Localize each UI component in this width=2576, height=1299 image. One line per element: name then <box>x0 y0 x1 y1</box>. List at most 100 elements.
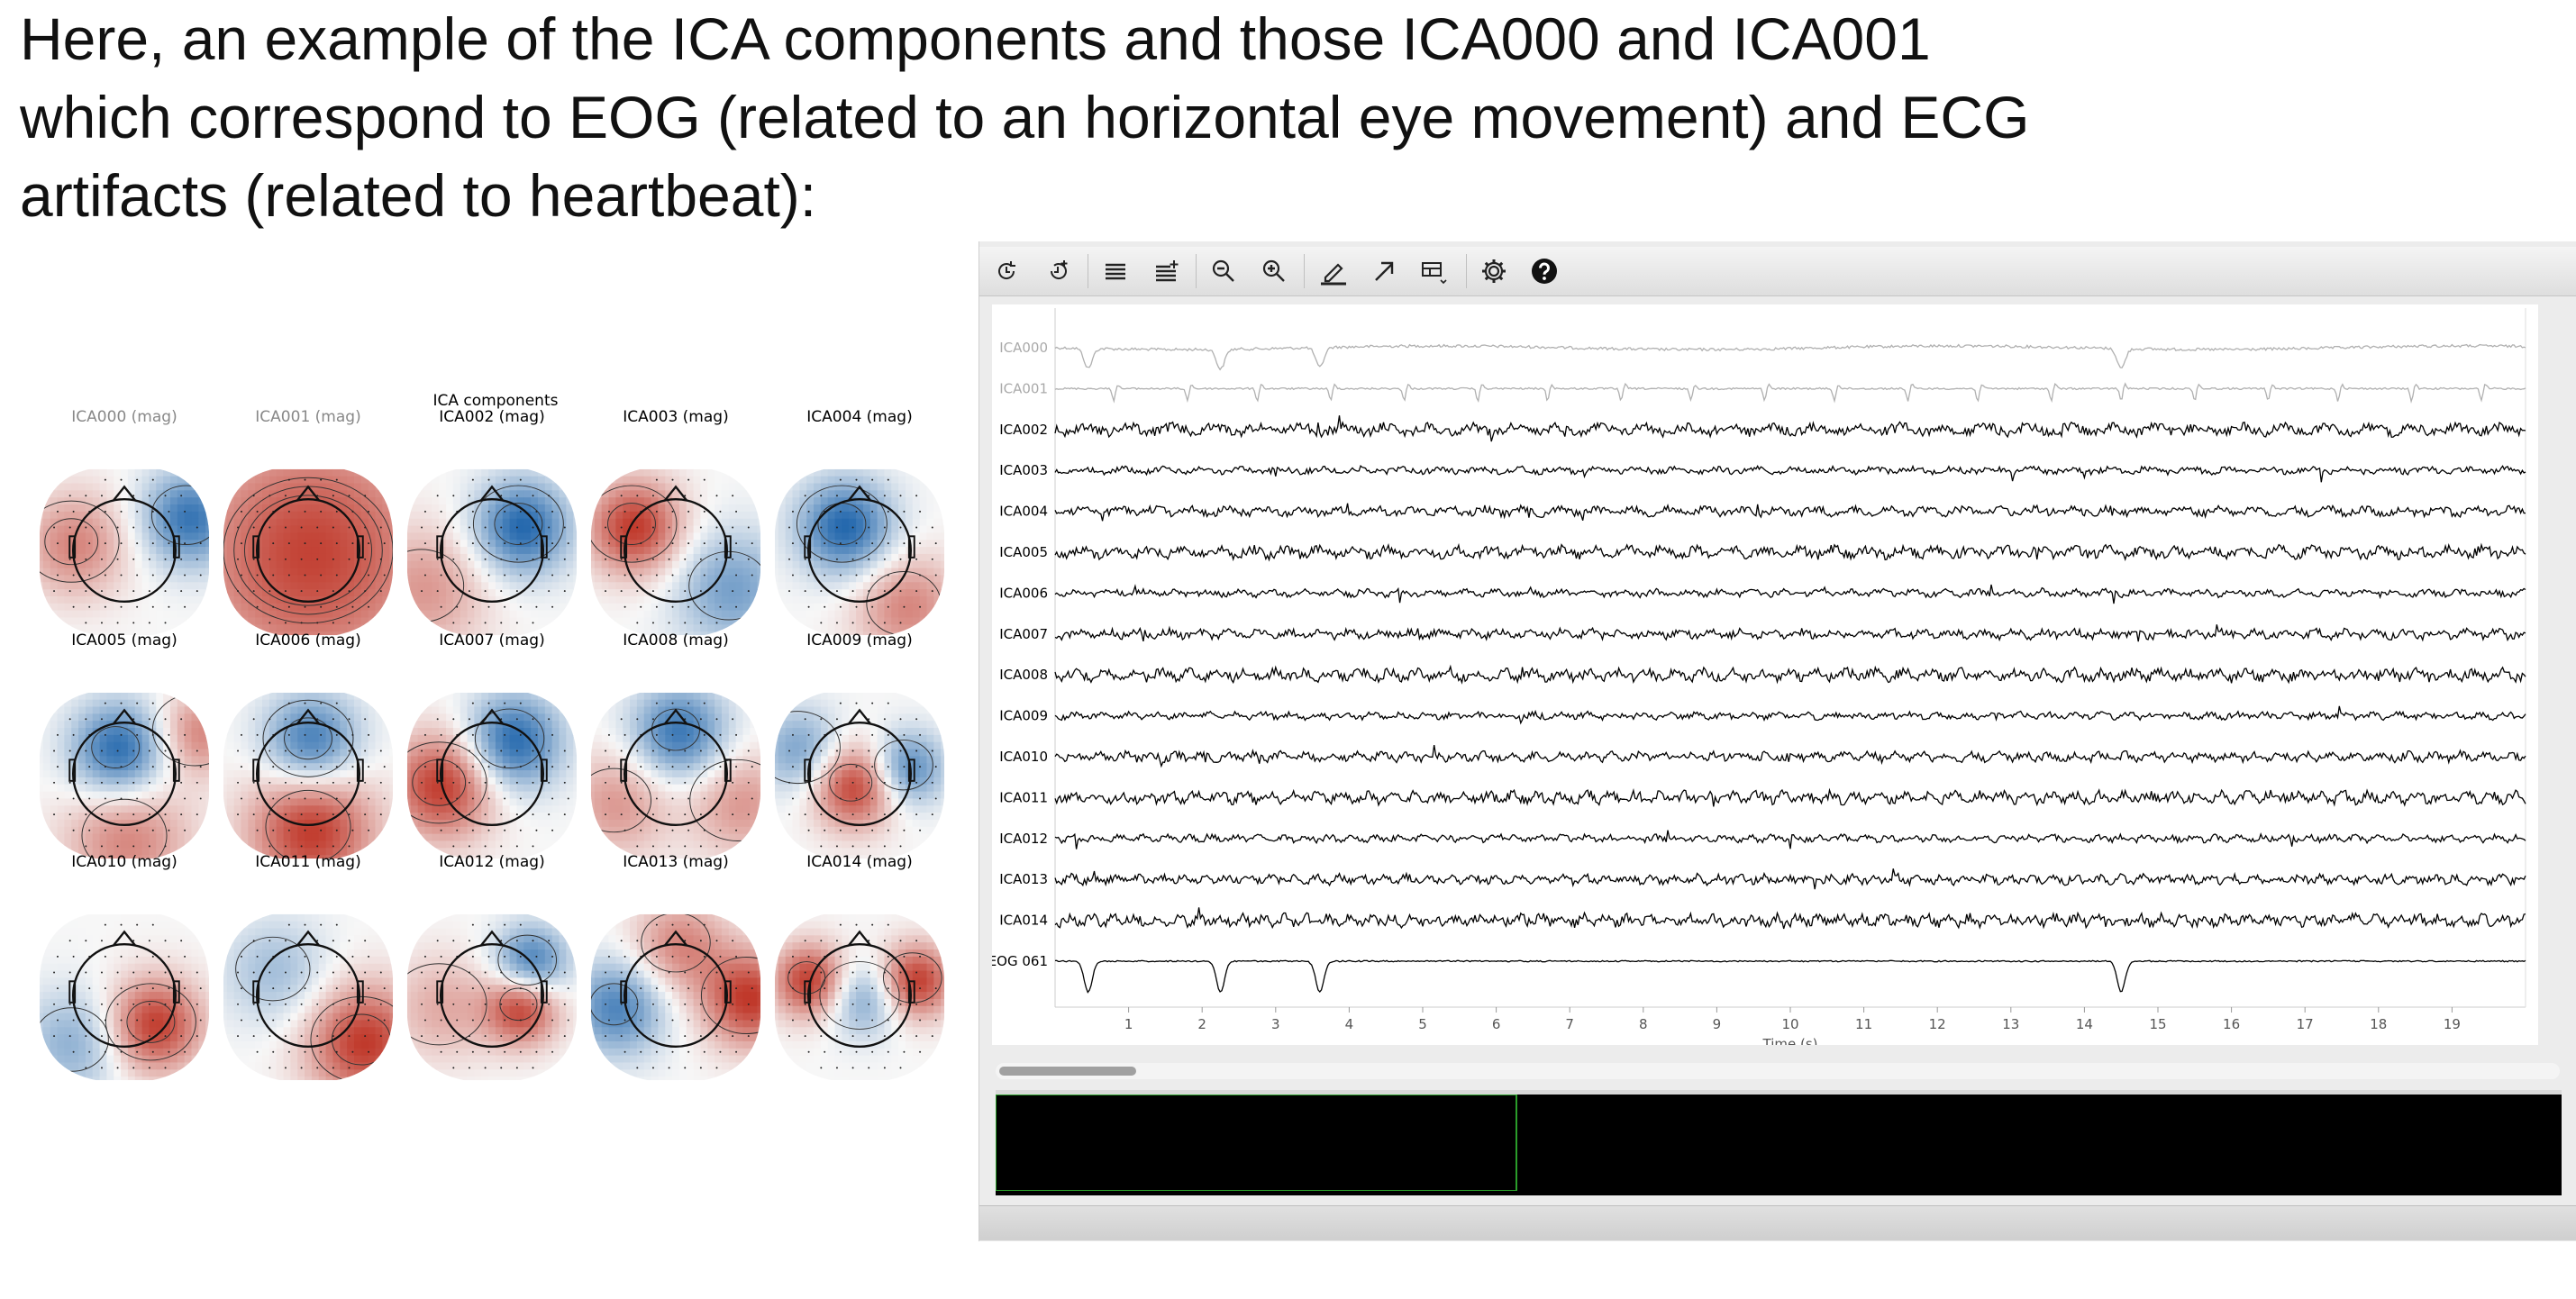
channel-label[interactable]: ICA003 <box>999 462 1048 478</box>
x-tick-label: 2 <box>1197 1016 1206 1032</box>
channel-label[interactable]: ICA013 <box>999 871 1048 887</box>
topomap[interactable] <box>771 907 948 1084</box>
topomap[interactable] <box>36 907 213 1084</box>
channel-label[interactable]: EOG 061 <box>988 953 1048 969</box>
channel-trace[interactable] <box>1054 787 2526 807</box>
channel-label[interactable]: ICA011 <box>999 789 1048 805</box>
zoom-out-icon <box>1212 259 1234 282</box>
topomap[interactable] <box>404 907 580 1084</box>
trace-svg[interactable]: ICA000 ICA001 ICA002 ICA003 ICA004 ICA005 ICA0… <box>988 304 2538 1052</box>
channel-trace[interactable] <box>1054 542 2526 562</box>
topomap-label[interactable]: ICA010 (mag) <box>71 853 177 871</box>
channel-label[interactable]: ICA004 <box>999 504 1048 520</box>
topomap-label[interactable]: ICA007 (mag) <box>439 631 545 650</box>
channel-trace[interactable] <box>1054 584 2526 604</box>
channel-label[interactable]: ICA008 <box>999 667 1048 683</box>
topomap[interactable] <box>220 686 396 862</box>
topomap[interactable] <box>404 686 580 862</box>
topomap[interactable] <box>771 462 948 639</box>
channel-trace[interactable] <box>1054 624 2526 642</box>
channel-label[interactable]: ICA006 <box>999 585 1048 601</box>
topomap-label[interactable]: ICA005 (mag) <box>71 631 177 650</box>
topomap-label[interactable]: ICA001 (mag) <box>255 408 361 426</box>
x-tick-label: 17 <box>2297 1016 2314 1032</box>
topomap-label[interactable]: ICA002 (mag) <box>439 408 545 426</box>
channel-label[interactable]: ICA014 <box>999 913 1048 929</box>
x-tick-label: 9 <box>1713 1016 1722 1032</box>
layout-menu-button[interactable] <box>1415 253 1453 289</box>
channel-label[interactable]: ICA001 <box>999 380 1048 396</box>
topomap-figure-title: ICA components <box>432 392 559 410</box>
topomap-label[interactable]: ICA004 (mag) <box>806 408 913 426</box>
more-channels-button[interactable] <box>1147 253 1185 289</box>
raw-data-browser: ICA000 ICA001 ICA002 ICA003 ICA004 ICA005 ICA0… <box>979 241 2576 1241</box>
channel-trace[interactable] <box>1054 705 2526 725</box>
topomap[interactable] <box>404 462 580 639</box>
channel-label[interactable]: ICA007 <box>999 626 1048 642</box>
scrollbar-thumb[interactable] <box>999 1067 1136 1076</box>
zoom-in-button[interactable] <box>1255 253 1293 289</box>
channel-trace[interactable] <box>1054 744 2526 768</box>
topomap[interactable] <box>220 462 396 639</box>
intro-line-2: which correspond to EOG (related to an h… <box>20 84 2030 150</box>
x-tick-label: 16 <box>2223 1016 2240 1032</box>
channel-label[interactable]: ICA009 <box>999 708 1048 724</box>
topomap-label[interactable]: ICA012 (mag) <box>439 853 545 871</box>
channel-trace[interactable] <box>1054 868 2526 890</box>
ica-topomap-figure: ICA components ICA000 (mag) ICA001 (mag) I… <box>18 383 973 1086</box>
channel-trace[interactable] <box>1054 664 2526 685</box>
topomap-label[interactable]: ICA006 (mag) <box>255 631 361 650</box>
horizontal-scrollbar[interactable] <box>996 1063 2560 1079</box>
topomap-label[interactable]: ICA009 (mag) <box>806 631 913 650</box>
topomap-label[interactable]: ICA014 (mag) <box>806 853 913 871</box>
channel-label[interactable]: ICA000 <box>999 340 1048 356</box>
x-tick-label: 11 <box>1855 1016 1872 1032</box>
x-tick-label: 1 <box>1124 1016 1133 1032</box>
topomap[interactable] <box>771 686 948 862</box>
channel-trace-plot[interactable]: ICA000 ICA001 ICA002 ICA003 ICA004 ICA005 ICA0… <box>988 304 2538 1052</box>
intro-line-1: Here, an example of the ICA components a… <box>20 5 1931 72</box>
x-tick-label: 18 <box>2370 1016 2387 1032</box>
projector-button[interactable] <box>1365 253 1403 289</box>
x-axis-label: Time (s) <box>1762 1036 1818 1045</box>
fewer-channels-button[interactable] <box>1097 253 1134 289</box>
topomap[interactable] <box>36 462 213 639</box>
time-back-button[interactable] <box>988 253 1026 289</box>
x-tick-label: 6 <box>1492 1016 1501 1032</box>
channel-trace[interactable] <box>1054 503 2526 522</box>
channel-trace[interactable] <box>1054 907 2526 930</box>
help-button[interactable] <box>1525 253 1563 289</box>
topomap-label[interactable]: ICA013 (mag) <box>623 853 729 871</box>
time-forward-button[interactable] <box>1039 253 1077 289</box>
channel-trace[interactable] <box>1054 382 2526 404</box>
channel-trace[interactable] <box>1054 830 2526 849</box>
channel-trace[interactable] <box>1054 415 2526 442</box>
time-forward-icon <box>1050 260 1068 279</box>
intro-text: Here, an example of the ICA components a… <box>20 0 2453 235</box>
topomap-label[interactable]: ICA011 (mag) <box>255 853 361 871</box>
overview-view-window[interactable] <box>995 1094 1517 1192</box>
channel-label[interactable]: ICA012 <box>999 831 1048 847</box>
zoom-in-icon <box>1262 259 1285 282</box>
topomap[interactable] <box>220 907 396 1084</box>
x-tick-label: 5 <box>1418 1016 1427 1032</box>
channel-label[interactable]: ICA010 <box>999 749 1048 765</box>
topomap-label[interactable]: ICA000 (mag) <box>71 408 177 426</box>
channel-trace[interactable] <box>1054 464 2526 483</box>
channel-label[interactable]: ICA002 <box>999 422 1048 438</box>
topomap[interactable] <box>587 686 764 862</box>
annotation-mode-button[interactable] <box>1315 253 1352 289</box>
channel-trace[interactable] <box>1054 959 2526 994</box>
topomap[interactable] <box>587 907 764 1084</box>
settings-button[interactable] <box>1475 253 1513 289</box>
topomap-label[interactable]: ICA003 (mag) <box>623 408 729 426</box>
topomap-label[interactable]: ICA008 (mag) <box>623 631 729 650</box>
topomap[interactable] <box>36 686 213 862</box>
projector-arrow-icon <box>1375 261 1394 281</box>
channel-label[interactable]: ICA005 <box>999 544 1048 560</box>
overview-bar[interactable] <box>995 1090 2562 1195</box>
intro-line-3: artifacts (related to heartbeat): <box>20 162 817 229</box>
channel-trace[interactable] <box>1054 343 2526 371</box>
topomap[interactable] <box>587 462 764 639</box>
zoom-out-button[interactable] <box>1205 253 1242 289</box>
